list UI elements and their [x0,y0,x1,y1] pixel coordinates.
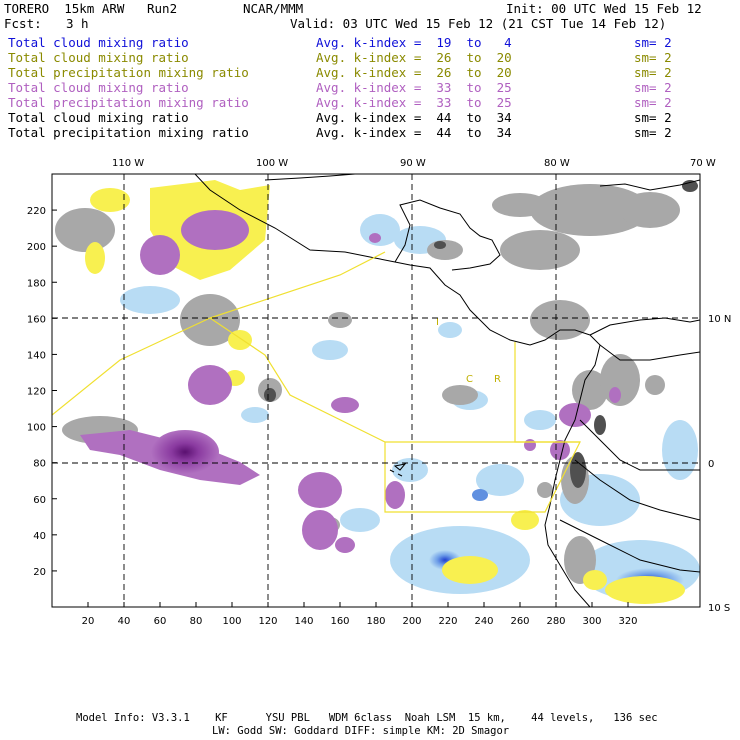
y-axis: 220 200 180 160 140 120 100 80 60 40 20 [27,206,57,578]
y-tick-label: 200 [27,242,46,253]
x-axis: 20 40 60 80 100 120 140 160 180 200 220 240 260 280 30… [82,602,638,627]
x-tick-label: 200 [402,616,421,627]
legend-row-sm: sm= 2 [634,95,672,110]
legend-row-sm: sm= 2 [634,125,672,140]
x-tick-label: 20 [82,616,95,627]
x-tick-label: 260 [510,616,529,627]
forecast-label: Fcst: [4,16,42,31]
lon-label: 70 W [690,158,716,169]
legend-row-index: Avg. k-index = 33 to 25 [316,95,512,110]
map-fields: C R I [52,174,700,607]
x-tick-label: 120 [258,616,277,627]
legend-row-index: Avg. k-index = 44 to 34 [316,110,512,125]
model-title: TORERO 15km ARW Run2 [4,1,178,16]
region-label-c: C [466,374,473,385]
x-tick-label: 160 [330,616,349,627]
legend-row-sm: sm= 2 [634,35,672,50]
lon-label: 90 W [400,158,426,169]
legend-row-index: Avg. k-index = 26 to 20 [316,50,512,65]
lat-label: 10 S [708,603,730,614]
legend-row-index: Avg. k-index = 19 to 4 [316,35,512,50]
y-tick-label: 20 [33,567,46,578]
model-info-line: Model Info: V3.3.1 KF YSU PBL WDM 6class… [76,712,658,724]
lat-lon-grid [52,174,700,607]
purple-core [151,430,219,474]
lon-label: 80 W [544,158,570,169]
lat-label: 10 N [708,314,731,325]
legend-row-field: Total cloud mixing ratio [8,80,189,95]
region-label-i: I [436,317,439,328]
y-tick-label: 120 [27,387,46,398]
y-tick-label: 40 [33,531,46,542]
legend-row-sm: sm= 2 [634,110,672,125]
y-tick-label: 180 [27,278,46,289]
legend-row-sm: sm= 2 [634,50,672,65]
x-tick-label: 240 [474,616,493,627]
legend-row-field: Total cloud mixing ratio [8,35,189,50]
x-tick-label: 40 [118,616,131,627]
legend-row-field: Total cloud mixing ratio [8,110,189,125]
legend-row-field: Total precipitation mixing ratio [8,125,249,140]
y-tick-label: 160 [27,314,46,325]
cloud-dark-gray-areas [264,180,698,488]
legend-row-sm: sm= 2 [634,80,672,95]
center-label: NCAR/MMM [243,1,304,16]
init-time: Init: 00 UTC Wed 15 Feb 12 [506,1,702,16]
forecast-value: 3 h [66,16,89,31]
x-tick-label: 100 [222,616,241,627]
legend-row-field: Total precipitation mixing ratio [8,65,249,80]
lon-label: 100 W [256,158,288,169]
valid-time: Valid: 03 UTC Wed 15 Feb 12 (21 CST Tue … [290,16,667,31]
x-tick-label: 60 [154,616,167,627]
boundary-lines [52,251,581,513]
physics-info-line: LW: Godd SW: Goddard DIFF: simple KM: 2D… [212,725,510,737]
x-tick-label: 280 [546,616,565,627]
region-label-r: R [494,374,501,385]
x-tick-label: 220 [438,616,457,627]
x-tick-label: 300 [582,616,601,627]
x-tick-label: 80 [190,616,203,627]
legend-row-sm: sm= 2 [634,65,672,80]
x-tick-label: 140 [294,616,313,627]
y-tick-label: 100 [27,423,46,434]
legend-row-index: Avg. k-index = 33 to 25 [316,80,512,95]
lat-label: 0 [708,459,714,470]
legend-row-field: Total precipitation mixing ratio [8,95,249,110]
y-tick-label: 80 [33,459,46,470]
lon-label: 110 W [112,158,144,169]
x-tick-label: 180 [366,616,385,627]
legend-row-field: Total cloud mixing ratio [8,50,189,65]
y-tick-label: 220 [27,206,46,217]
x-tick-label: 320 [618,616,637,627]
legend-row-index: Avg. k-index = 26 to 20 [316,65,512,80]
legend-row-index: Avg. k-index = 44 to 34 [316,125,512,140]
y-tick-label: 140 [27,350,46,361]
y-tick-label: 60 [33,495,46,506]
